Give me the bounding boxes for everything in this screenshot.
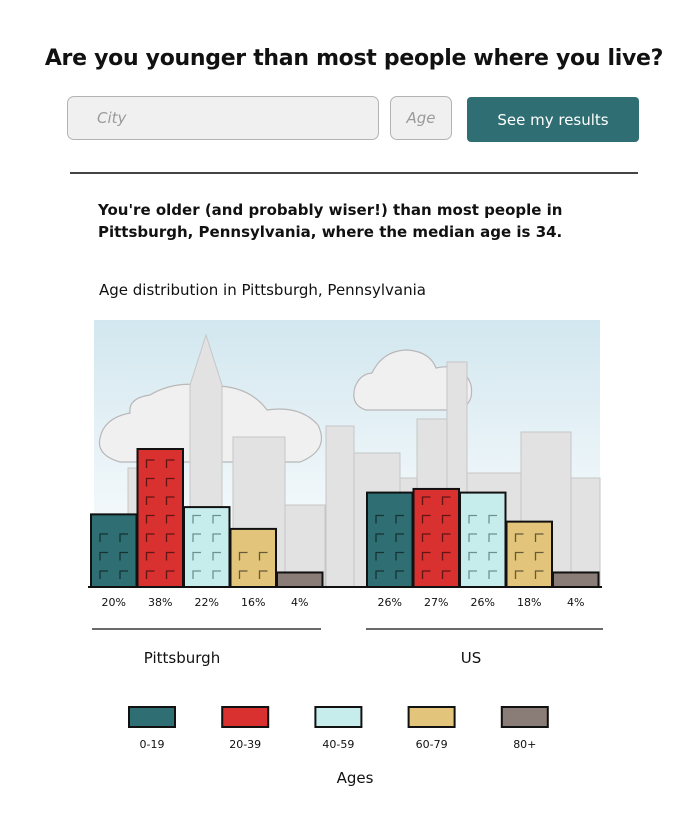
legend-item-20-39: 20-39 xyxy=(221,706,270,751)
group-label-pittsburgh: Pittsburgh xyxy=(144,649,220,667)
bar-pittsburgh-60-79 xyxy=(229,527,277,588)
result-message: You're older (and probably wiser!) than … xyxy=(98,201,563,241)
header-divider xyxy=(70,172,638,174)
series-us: 26% 27% 26% 18% 4% xyxy=(366,487,600,609)
legend-item-60-79: 60-79 xyxy=(407,706,456,751)
city-input[interactable]: City xyxy=(67,96,379,140)
city-skyline-backdrop xyxy=(94,320,601,588)
value-label-pittsburgh-80+: 4% xyxy=(291,596,308,609)
legend: 0-19 20-39 40-59 60-79 80+ Ages xyxy=(128,706,549,787)
chart-title: Age distribution in Pittsburgh, Pennsylv… xyxy=(99,281,426,299)
bar-windows xyxy=(421,496,451,579)
legend-label: 20-39 xyxy=(229,738,261,751)
bar-pittsburgh-20-39 xyxy=(136,448,184,588)
bar-pittsburgh-80+ xyxy=(276,571,324,589)
value-label-us-60-79: 18% xyxy=(517,596,541,609)
bar-windows xyxy=(99,533,128,579)
value-label-pittsburgh-60-79: 16% xyxy=(241,596,265,609)
bar-pittsburgh-40-59 xyxy=(183,506,231,588)
bar-pittsburgh-0-19 xyxy=(90,513,138,588)
value-label-pittsburgh-20-39: 38% xyxy=(148,596,172,609)
value-label-us-80+: 4% xyxy=(567,596,584,609)
value-label-us-40-59: 26% xyxy=(471,596,495,609)
group-label-us: US xyxy=(461,649,482,667)
bar-us-80+ xyxy=(552,571,600,589)
bar-windows xyxy=(145,459,175,579)
value-label-us-0-19: 26% xyxy=(378,596,402,609)
legend-label: 40-59 xyxy=(322,738,354,751)
cloud-right xyxy=(353,349,473,411)
age-input[interactable]: Age xyxy=(390,96,452,140)
bar-us-60-79 xyxy=(505,520,553,589)
legend-label: 60-79 xyxy=(416,738,448,751)
value-label-pittsburgh-40-59: 22% xyxy=(195,596,219,609)
bar-group: 20% 38% 22% 16% 4% 26% 27% 26% 18% 4% xyxy=(90,448,600,609)
legend-label: 80+ xyxy=(513,738,536,751)
legend-swatch xyxy=(128,706,176,728)
legend-swatch xyxy=(221,706,270,728)
bar-us-40-59 xyxy=(459,491,507,588)
legend-swatch xyxy=(314,706,363,728)
bar-windows xyxy=(375,514,404,579)
bar-windows xyxy=(514,533,544,579)
bar-windows xyxy=(238,551,268,579)
bar-windows xyxy=(192,514,221,579)
series-pittsburgh: 20% 38% 22% 16% 4% xyxy=(90,448,324,609)
value-label-pittsburgh-0-19: 20% xyxy=(102,596,126,609)
legend-label: 0-19 xyxy=(140,738,165,751)
see-results-button[interactable]: See my results xyxy=(467,97,639,142)
legend-item-40-59: 40-59 xyxy=(314,706,363,751)
bar-us-20-39 xyxy=(412,487,460,588)
x-axis-label: Ages xyxy=(337,769,374,787)
legend-swatch xyxy=(500,706,549,728)
bar-windows xyxy=(468,514,497,579)
value-label-us-20-39: 27% xyxy=(424,596,448,609)
page-title: Are you younger than most people where y… xyxy=(44,46,664,71)
bar-us-0-19 xyxy=(366,491,414,588)
legend-swatch xyxy=(407,706,456,728)
legend-item-80+: 80+ xyxy=(500,706,549,751)
axis-group: Pittsburgh US xyxy=(88,586,603,667)
legend-item-0-19: 0-19 xyxy=(128,706,176,751)
